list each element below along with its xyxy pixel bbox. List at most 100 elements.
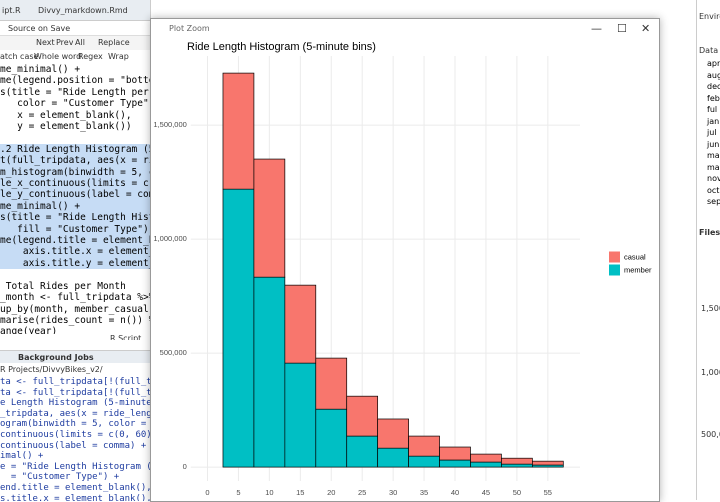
code-line: me(legend.position = "bottom") + <box>0 75 150 87</box>
bar-segment <box>470 461 502 468</box>
code-line: me_minimal() + <box>0 64 81 75</box>
code-line: me(legend.title = element_blank(), <box>0 235 150 247</box>
maximize[interactable]: ☐ <box>617 22 627 35</box>
find-options: atch case Whole word Regex Wrap <box>0 51 150 63</box>
env-item: jul <box>707 128 717 137</box>
right-pane: Enviro Data apri aug dec feb ful jan jul jun mar… <box>696 0 720 500</box>
legend-swatch <box>609 251 620 263</box>
bar-segment <box>315 408 348 468</box>
env-list: apri aug dec feb ful jan jul jun mar may nov oct sep <box>697 58 720 208</box>
code-line: marise(rides_count = n()) %>% <box>0 314 150 326</box>
code-line: up_by(month, member_casual, year) %> <box>0 303 150 315</box>
console-line: e Length Histogram (5-minute bins) <box>0 398 150 409</box>
tab[interactable]: ipt.R <box>2 6 21 15</box>
x-tick-label: 55 <box>544 488 552 497</box>
option[interactable]: Regex <box>78 52 103 61</box>
source-on-save[interactable]: Source on Save <box>8 24 71 33</box>
chart: Ride Length Histogram (5-minute bins) 0 5… <box>153 41 652 497</box>
files-title[interactable]: Files <box>699 228 720 237</box>
code-line: Total Rides per Month <box>0 280 126 292</box>
x-tick-label: 0 <box>205 488 209 497</box>
code-area: me_minimal() + me(legend.position = "bott… <box>0 64 150 334</box>
env-item: sep <box>707 197 720 206</box>
x-tick-label: 25 <box>358 488 366 497</box>
find-prev[interactable]: Prev <box>56 38 74 47</box>
code-line: axis.title.x = element_blank(), <box>22 246 150 258</box>
console-line: end.title = element_blank(), <box>0 482 150 493</box>
bar-segment <box>253 276 286 468</box>
code-line: s(title = "Ride Length per Minute In <box>0 86 149 98</box>
bar-segment <box>346 395 379 437</box>
label: 500,0 <box>701 430 720 439</box>
console-output: ta <- full_tripdata[!(full_tripdatata <-… <box>0 377 150 501</box>
env-item: jan <box>707 116 720 126</box>
bar-segment <box>408 455 440 468</box>
console-line: continuous(label = comma) + <box>0 440 147 451</box>
x-tick-label: 10 <box>265 488 273 497</box>
legend-label: member <box>624 265 652 274</box>
bar-segment <box>222 188 255 468</box>
bar-segment <box>408 435 440 457</box>
x-tick-label: 40 <box>451 488 459 497</box>
x-tick-label: 5 <box>236 488 240 497</box>
label: 1,500,0 <box>701 304 720 313</box>
y-tick-label: 0 <box>183 462 187 471</box>
toolbar: Source on Save <box>0 21 150 36</box>
option[interactable]: Wrap <box>108 52 129 61</box>
replace[interactable]: Replace <box>98 38 130 47</box>
console-line: ta <- full_tripdata[!(full_tripdata <box>0 377 150 387</box>
bar-segment <box>439 459 471 468</box>
code-line: me_minimal() + <box>0 200 81 212</box>
console-line: continuous(limits = c(0, 60), breaks <box>0 429 150 440</box>
code-block: Total Rides per Month _month <- full_trip… <box>0 281 150 334</box>
legend-swatch <box>609 264 620 276</box>
console-line: s.title.x = element_blank(), <box>0 493 150 501</box>
tab[interactable]: Divvy_markdown.Rmd <box>38 6 128 15</box>
option[interactable]: atch case <box>0 52 39 61</box>
bar-segment <box>253 158 286 278</box>
y-tick-label: 1,500,000 <box>153 120 186 129</box>
code-line: _month <- full_tripdata %>% <box>0 292 150 304</box>
bar-segment <box>222 72 255 190</box>
y-tick-label: 500,000 <box>160 348 187 357</box>
label: 1,000,0 <box>701 368 720 377</box>
x-tick-label: 20 <box>327 488 335 497</box>
bar-segment <box>470 453 502 463</box>
minimize[interactable]: — <box>591 22 602 35</box>
find-bar: Next Prev All Replace <box>0 36 150 50</box>
env-item: jun <box>707 139 720 149</box>
code-block: me_minimal() + me(legend.position = "bott… <box>0 64 150 132</box>
find-next[interactable]: Next <box>36 38 55 47</box>
env-item: mar <box>707 151 720 160</box>
bar-segment <box>377 418 409 449</box>
find-all[interactable]: All <box>75 38 85 47</box>
y-tick-label: 1,000,000 <box>153 234 186 243</box>
chart-title: Ride Length Histogram (5-minute bins) <box>187 41 376 53</box>
code-line: m_histogram(binwidth = 5, color = <box>0 166 150 178</box>
legend-label: casual <box>624 252 646 261</box>
console-line: imal() + <box>0 451 44 462</box>
code-line: le_x_continuous(limits = c(0, 60), <box>0 178 150 190</box>
bar-segment <box>439 446 471 461</box>
code-line: t(full_tripdata, aes(x = ride_length <box>0 155 150 167</box>
bar-segment <box>284 362 317 468</box>
tab[interactable]: Background Jobs <box>18 353 94 362</box>
console-line: = "Customer Type") + <box>0 472 120 483</box>
close[interactable]: ✕ <box>641 22 651 35</box>
tab-bar: ipt.R Divvy_markdown.Rmd <box>0 0 150 21</box>
env-item: apri <box>707 59 720 68</box>
x-tick-label: 35 <box>420 488 428 497</box>
env-title[interactable]: Enviro <box>699 12 720 21</box>
env-data: Data <box>699 46 719 55</box>
env-item: nov <box>707 174 720 183</box>
env-item: ful <box>707 105 718 114</box>
bar-segment <box>346 435 379 468</box>
option[interactable]: Whole word <box>34 52 82 61</box>
bar-segment <box>501 463 533 468</box>
code-line: fill = "Customer Type") + <box>0 223 150 235</box>
x-tick-label: 50 <box>513 488 521 497</box>
console-line: ogram(binwidth = 5, color = "black" <box>0 419 147 430</box>
code-line: axis.title.y = element_blank()) <box>22 257 150 269</box>
bar-segment <box>532 460 564 466</box>
